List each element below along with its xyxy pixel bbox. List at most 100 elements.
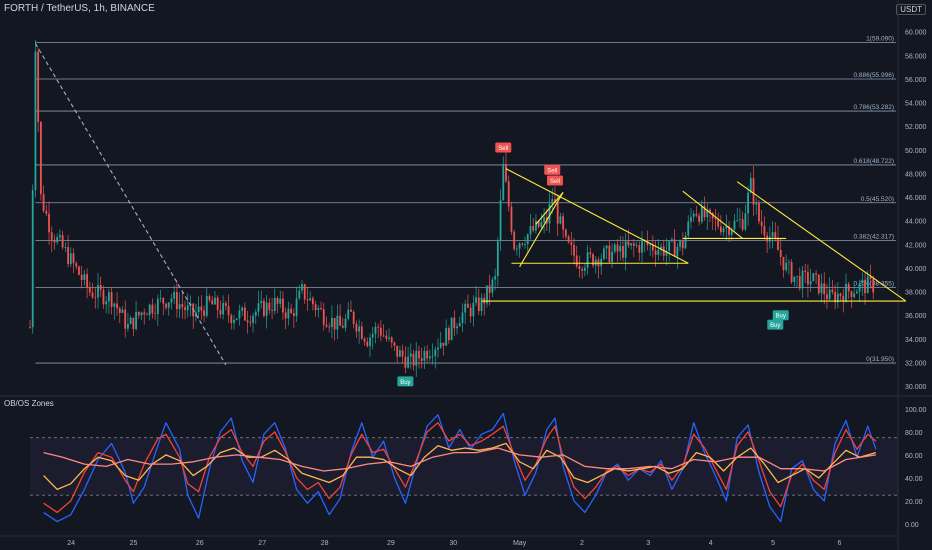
candle-body [695, 213, 698, 216]
candle-body [692, 213, 695, 217]
candle-body [624, 241, 627, 258]
price-tick-label: 50.000 [905, 148, 927, 155]
candle-body [787, 262, 790, 263]
candle-body [241, 307, 244, 311]
candle-body [167, 302, 170, 308]
candle-body [537, 220, 540, 227]
candle-body [573, 244, 575, 256]
candle-body [834, 291, 837, 303]
candle-body [594, 259, 597, 266]
candle-body [257, 303, 260, 312]
price-tick-label: 42.000 [905, 242, 927, 249]
candle-body [491, 279, 494, 293]
candle-body [230, 315, 233, 324]
candle-body [747, 192, 749, 214]
candle-body [741, 219, 744, 230]
candle-body [401, 350, 404, 357]
candle-body [578, 266, 581, 269]
candle-body [836, 293, 839, 303]
buy-marker-box[interactable] [767, 319, 784, 330]
candle-body [486, 285, 488, 304]
sell-marker-box[interactable] [495, 142, 512, 153]
candle-body [673, 239, 676, 257]
candle-body [135, 311, 137, 330]
time-tick-label: 5 [771, 540, 775, 547]
candle-body [156, 298, 159, 314]
candle-body [110, 292, 113, 307]
candle-body [336, 315, 339, 330]
candle-body [127, 324, 129, 329]
candle-body [567, 236, 570, 243]
candle-body [409, 353, 412, 357]
candle-body [260, 300, 263, 304]
candle-body [107, 292, 110, 302]
sell-marker-label: Sell [547, 168, 557, 174]
currency-badge[interactable]: USDT [896, 4, 926, 15]
candle-body [804, 270, 807, 273]
candle-body [301, 284, 303, 291]
candle-body [668, 241, 671, 251]
candle-body [736, 219, 739, 221]
candle-body [820, 283, 823, 294]
candle-body [619, 246, 622, 252]
candle-body [510, 206, 513, 232]
candle-body [284, 312, 287, 319]
buy-marker-box[interactable] [397, 376, 414, 387]
candle-body [311, 298, 314, 305]
candle-body [211, 300, 214, 305]
candle-body [600, 258, 603, 267]
candle-body [513, 231, 516, 250]
candle-body [385, 335, 388, 339]
candle-body [679, 240, 681, 247]
candle-body [129, 317, 132, 325]
candle-body [698, 215, 701, 222]
candle-body [845, 283, 847, 302]
candle-body [249, 322, 252, 324]
sell-marker-label: Sell [550, 179, 560, 185]
sell-marker-box[interactable] [546, 175, 563, 186]
candle-body [214, 297, 216, 305]
candle-body [227, 306, 230, 316]
candle-body [714, 218, 717, 220]
candle-body [363, 338, 366, 342]
price-tick-label: 36.000 [905, 313, 927, 320]
oscillator-tick-label: 40.00 [905, 476, 923, 483]
candle-body [309, 298, 312, 301]
oscillator-tick-label: 60.00 [905, 453, 923, 460]
candle-body [556, 202, 559, 224]
candle-body [347, 309, 350, 319]
sell-marker-box[interactable] [544, 164, 561, 175]
candle-body [377, 326, 380, 328]
price-tick-label: 34.000 [905, 337, 927, 344]
candle-body [771, 232, 774, 237]
candle-body [855, 291, 858, 294]
candle-body [828, 289, 831, 300]
candle-body [404, 356, 407, 368]
candle-body [559, 216, 562, 224]
candle-body [295, 298, 298, 317]
candle-body [728, 226, 730, 235]
buy-marker-box[interactable] [772, 310, 789, 321]
candle-body [382, 335, 385, 337]
candle-body [758, 202, 760, 222]
candle-body [271, 310, 273, 312]
candle-body [453, 317, 456, 329]
candle-body [344, 318, 347, 328]
trendline [34, 43, 227, 366]
candle-body [420, 358, 423, 361]
candle-body [268, 302, 271, 311]
candle-body [355, 323, 358, 332]
candle-body [322, 309, 325, 325]
time-tick-label: 3 [646, 540, 650, 547]
candle-body [273, 297, 276, 312]
candle-body [369, 337, 371, 347]
candle-body [181, 304, 184, 308]
candle-body [719, 226, 722, 233]
candle-body [31, 190, 34, 328]
candle-body [118, 308, 121, 313]
candle-body [665, 250, 668, 256]
candle-body [34, 51, 37, 191]
price-tick-label: 46.000 [905, 195, 927, 202]
